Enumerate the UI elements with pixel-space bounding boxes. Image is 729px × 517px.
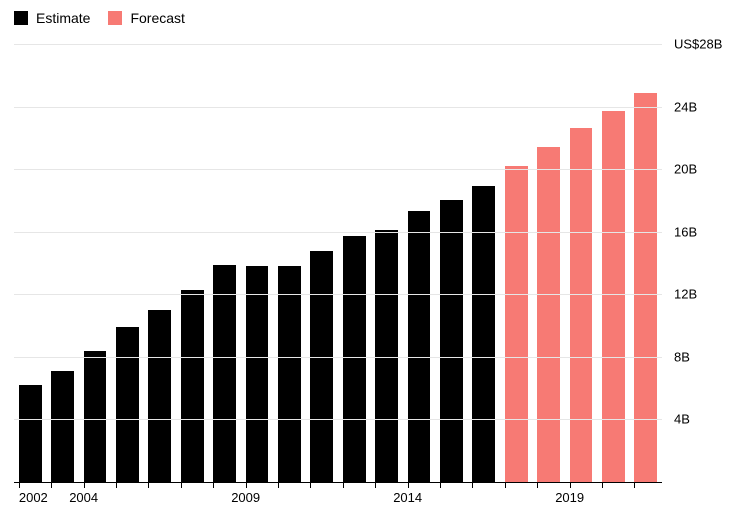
legend-swatch-forecast [108,11,122,25]
bar [19,385,42,482]
bar [343,236,366,482]
legend-label-estimate: Estimate [36,10,90,26]
y-tick-label: 16B [674,224,697,239]
bar [246,266,269,482]
gridline [14,419,662,420]
legend-item-estimate: Estimate [14,10,90,26]
bar [570,128,593,482]
gridline [14,44,662,45]
bar [181,290,204,482]
bar [278,266,301,482]
bar [537,147,560,482]
bar [213,265,236,482]
x-tick [116,482,117,488]
x-tick-label: 2002 [19,490,48,505]
y-tick-label: 24B [674,99,697,114]
x-tick [310,482,311,488]
x-tick-label: 2004 [69,490,98,505]
x-tick-label: 2009 [231,490,260,505]
bar [505,166,528,482]
y-tick-label: 12B [674,287,697,302]
bar [51,371,74,482]
x-axis [14,482,662,483]
bar [440,200,463,482]
y-tick-label: 20B [674,162,697,177]
legend: Estimate Forecast [14,10,185,26]
x-tick-label: 2014 [393,490,422,505]
gridline [14,232,662,233]
bars-group [14,44,662,482]
y-tick-label: US$28B [674,37,722,52]
x-tick [602,482,603,488]
x-tick [19,482,20,488]
x-tick [634,482,635,488]
bar [634,93,657,483]
x-tick [343,482,344,488]
x-tick [505,482,506,488]
x-tick-label: 2019 [555,490,584,505]
x-tick [375,482,376,488]
bar [408,211,431,482]
x-tick [84,482,85,488]
y-tick-label: 8B [674,349,690,364]
x-tick [278,482,279,488]
bar [472,186,495,482]
legend-label-forecast: Forecast [130,10,184,26]
x-tick [51,482,52,488]
x-tick [537,482,538,488]
x-tick [440,482,441,488]
x-tick [213,482,214,488]
x-tick [408,482,409,488]
bar [602,111,625,482]
bar [310,251,333,483]
gridline [14,169,662,170]
bar [84,351,107,482]
x-tick [570,482,571,488]
gridline [14,294,662,295]
legend-item-forecast: Forecast [108,10,184,26]
gridline [14,357,662,358]
plot-area [14,44,662,482]
y-tick-label: 4B [674,412,690,427]
x-tick [148,482,149,488]
x-tick [246,482,247,488]
bar [116,327,139,482]
gridline [14,107,662,108]
chart-container: Estimate Forecast US$28B 24B 20B 16B 12B 8B 4B… [0,0,729,517]
legend-swatch-estimate [14,11,28,25]
x-tick [181,482,182,488]
bar [148,310,171,482]
x-tick [472,482,473,488]
